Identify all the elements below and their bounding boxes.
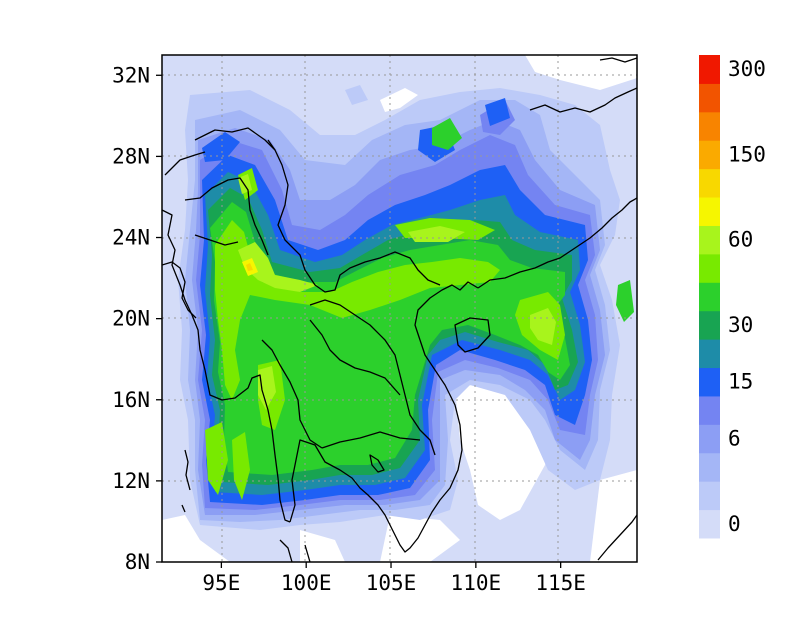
lat-tick-label: 16N	[112, 388, 150, 412]
colorbar-label: 6	[728, 427, 741, 451]
lat-tick-label: 28N	[112, 144, 150, 168]
colorbar-swatch	[699, 225, 720, 255]
precip-level-12	[246, 263, 253, 271]
lat-tick-label: 8N	[125, 550, 150, 574]
colorbar-swatch	[699, 452, 720, 482]
lat-tick-label: 12N	[112, 469, 150, 493]
colorbar-swatch	[699, 282, 720, 312]
lon-tick-label: 100E	[281, 571, 332, 595]
colorbar-swatch	[699, 509, 720, 539]
colorbar-label: 150	[728, 142, 766, 166]
colorbar-swatch	[699, 197, 720, 226]
colorbar-swatch	[699, 424, 720, 454]
colorbar-label: 30	[728, 313, 753, 337]
country-borders	[162, 57, 637, 562]
lat-tick-label: 24N	[112, 226, 150, 250]
colorbar-label: 60	[728, 228, 753, 252]
colorbar-swatch	[699, 168, 720, 198]
colorbar-swatch	[699, 55, 720, 84]
map-frame	[161, 54, 638, 563]
lat-tick-label: 32N	[112, 63, 150, 87]
map-plot-area	[162, 55, 637, 562]
colorbar-label: 0	[728, 512, 741, 536]
latitude-axis: 32N 28N 24N 20N 16N 12N 8N	[112, 63, 162, 574]
colorbar: 0 6 15 30 60 150 300	[699, 55, 766, 539]
colorbar-swatch	[699, 310, 720, 340]
map-gridlines	[162, 55, 637, 562]
lat-tick-label: 20N	[112, 307, 150, 331]
lon-tick-label: 115E	[535, 571, 586, 595]
colorbar-swatch	[699, 140, 720, 170]
colorbar-swatch	[699, 481, 720, 511]
longitude-axis: 95E 100E 105E 110E 115E	[202, 562, 586, 595]
lon-tick-label: 95E	[202, 571, 240, 595]
colorbar-label: 300	[728, 57, 766, 81]
colorbar-swatch	[699, 111, 720, 141]
colorbar-swatch	[699, 395, 720, 425]
colorbar-label: 15	[728, 370, 753, 394]
precip-level-10	[238, 174, 556, 410]
lon-tick-label: 105E	[366, 571, 417, 595]
colorbar-swatch	[699, 339, 720, 369]
lon-tick-label: 110E	[451, 571, 502, 595]
colorbar-swatch	[699, 83, 720, 113]
colorbar-swatch	[699, 367, 720, 397]
colorbar-swatch	[699, 253, 720, 283]
